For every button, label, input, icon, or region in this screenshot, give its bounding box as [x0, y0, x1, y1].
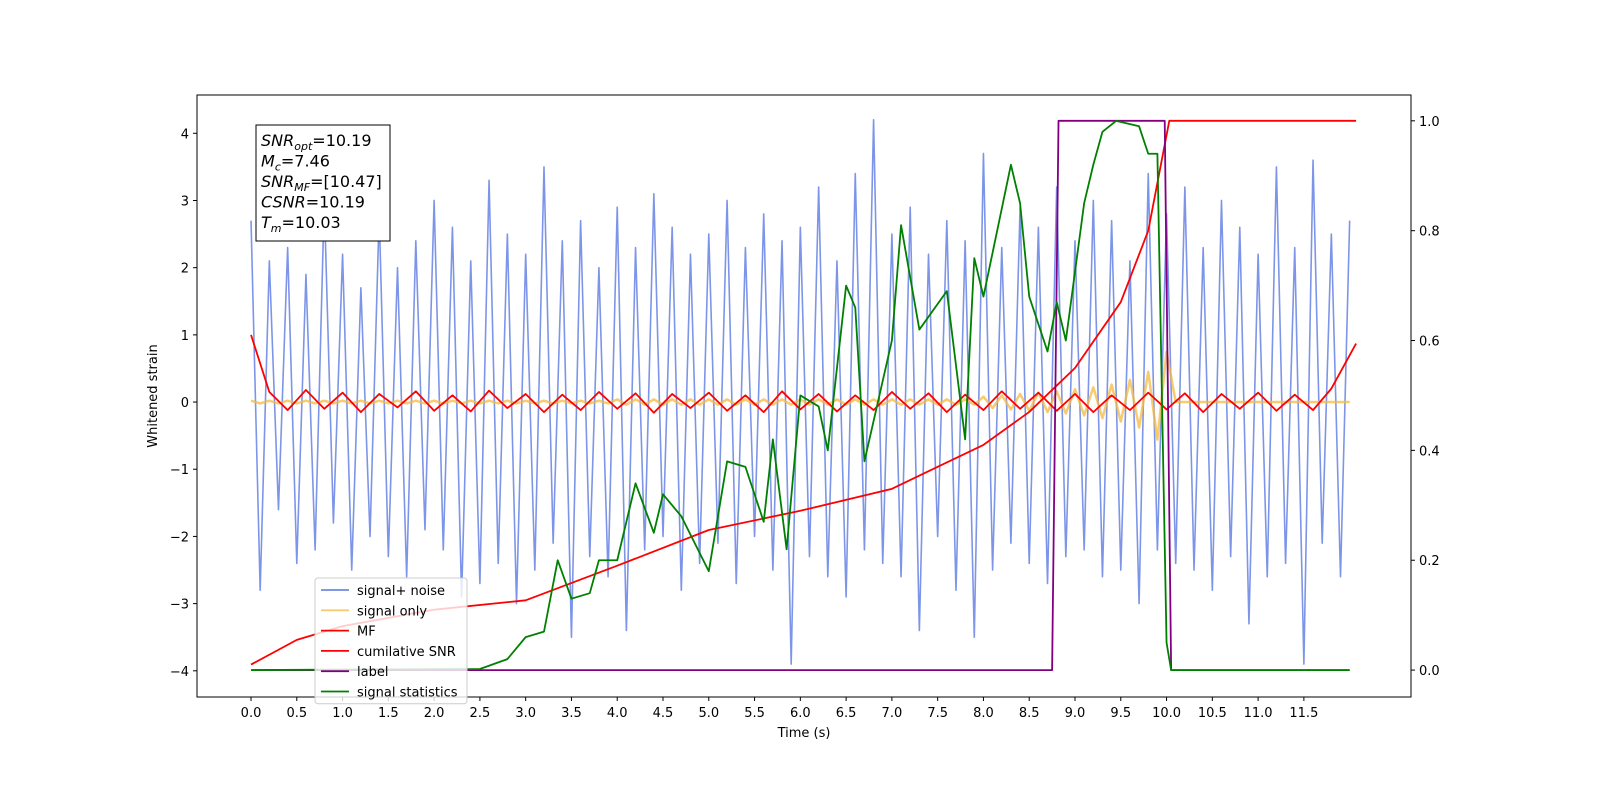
annotation-value: =7.46: [281, 152, 330, 171]
x-tick-label: 2.0: [424, 706, 445, 721]
y-tick-label: 1: [181, 329, 189, 344]
x-tick-label: 6.0: [790, 706, 811, 721]
x-tick-label: 11.5: [1289, 706, 1318, 721]
x-tick-label: 3.5: [561, 706, 582, 721]
series-line: [250, 334, 1357, 414]
x-tick-label: 4.5: [653, 706, 674, 721]
x-tick-label: 0.0: [241, 706, 262, 721]
x-tick-label: 8.5: [1019, 706, 1040, 721]
annotation-symbol: CSNR: [261, 193, 306, 212]
x-tick-label: 2.5: [470, 706, 491, 721]
x-tick-label: 1.5: [378, 706, 399, 721]
y-tick-label: −3: [170, 598, 189, 613]
x-tick-label: 5.0: [698, 706, 719, 721]
legend-label: cumilative SNR: [357, 645, 456, 660]
y-axis-label: Whitened strain: [146, 344, 161, 447]
annotation-text: Mc=7.46: [261, 152, 330, 174]
x-tick-label: 7.5: [927, 706, 948, 721]
y2-tick-label: 0.4: [1419, 444, 1440, 459]
legend-label: MF: [357, 625, 376, 640]
annotation-subscript: opt: [294, 140, 313, 153]
x-tick-label: 10.0: [1152, 706, 1181, 721]
y2-tick-label: 0.8: [1419, 225, 1440, 240]
series-line: [251, 119, 1350, 671]
x-tick-label: 0.5: [286, 706, 307, 721]
x-tick-label: 11.0: [1244, 706, 1273, 721]
annotation-symbol: SNR: [261, 131, 294, 150]
annotation-box: SNRopt=10.19Mc=7.46SNRMF=[10.47]CSNR=10.…: [255, 124, 391, 242]
x-tick-label: 10.5: [1198, 706, 1227, 721]
annotation-symbol: SNR: [261, 172, 294, 191]
legend: signal+ noise signal only MF cumilative SNR…: [314, 577, 468, 705]
x-tick-label: 9.5: [1110, 706, 1131, 721]
y2-tick-label: 0.0: [1419, 664, 1440, 679]
y-tick-label: 4: [181, 127, 189, 142]
annotation-symbol: M: [261, 152, 275, 171]
annotation-text: SNRMF=[10.47]: [261, 172, 382, 194]
x-tick-label: 6.5: [836, 706, 857, 721]
y-tick-label: −1: [170, 463, 189, 478]
legend-label: signal only: [357, 604, 427, 619]
x-tick-label: 8.0: [973, 706, 994, 721]
x-tick-label: 4.0: [607, 706, 628, 721]
annotation-text: SNRopt=10.19: [261, 131, 372, 153]
y2-tick-label: 0.2: [1419, 554, 1440, 569]
y-tick-label: 0: [181, 396, 189, 411]
x-tick-label: 9.0: [1065, 706, 1086, 721]
x-tick-label: 1.0: [332, 706, 353, 721]
y-tick-label: 3: [181, 194, 189, 209]
y-tick-label: −4: [170, 665, 189, 680]
legend-label: signal+ noise: [357, 584, 445, 599]
annotation-symbol: T: [261, 213, 272, 232]
plot-frame: [196, 94, 1412, 698]
annotation-subscript: c: [275, 161, 281, 174]
y-tick-label: −2: [170, 530, 189, 545]
annotation-subscript: MF: [294, 181, 310, 194]
annotation-text: Tm=10.03: [261, 213, 341, 235]
annotation-text: CSNR=10.19: [261, 193, 365, 212]
annotation-subscript: m: [271, 222, 282, 235]
legend-label: signal statistics: [357, 686, 458, 701]
x-axis-label: Time (s): [777, 726, 831, 741]
x-tick-label: 3.0: [515, 706, 536, 721]
annotation-frame: [255, 124, 391, 242]
annotation-value: =10.03: [282, 213, 341, 232]
annotation-value: =10.19: [306, 193, 365, 212]
y2-tick-label: 1.0: [1419, 115, 1440, 130]
y2-tick-label: 0.6: [1419, 335, 1440, 350]
legend-frame: [314, 577, 468, 705]
legend-label: label: [357, 665, 388, 680]
y-tick-label: 2: [181, 262, 189, 277]
annotation-value: =10.19: [312, 131, 371, 150]
annotation-value: =[10.47]: [310, 172, 382, 191]
x-tick-label: 5.5: [744, 706, 765, 721]
x-tick-label: 7.0: [882, 706, 903, 721]
